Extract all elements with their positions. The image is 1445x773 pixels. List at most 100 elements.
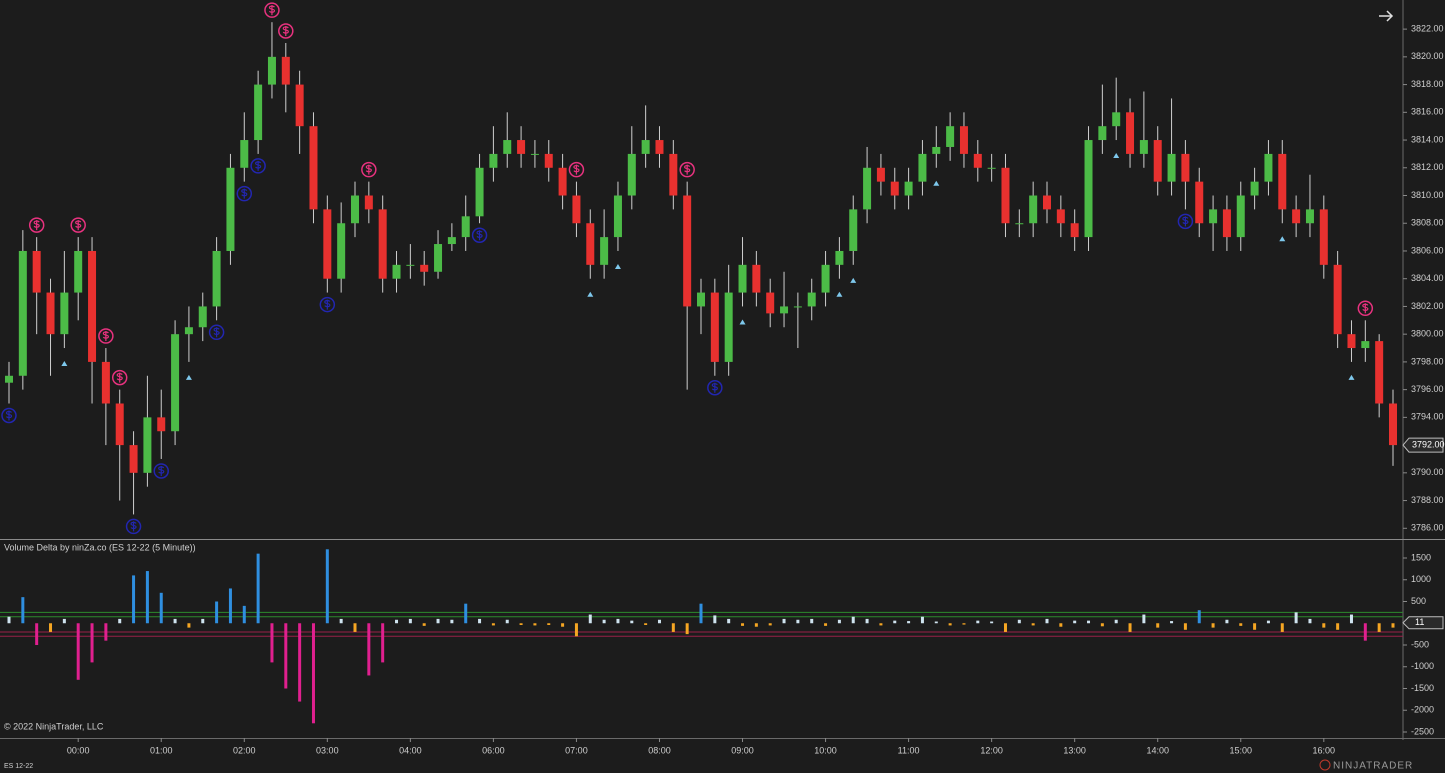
candle-body [5, 375, 13, 383]
candle-body [780, 306, 789, 314]
candle-body [613, 195, 622, 238]
signal-glyph [1362, 303, 1369, 314]
last-value-box [1402, 616, 1444, 630]
delta-bar [159, 592, 163, 624]
candle-body [18, 250, 27, 376]
delta-bar [616, 618, 620, 624]
candle-body [1139, 140, 1148, 154]
candle-body [157, 417, 166, 432]
y-tick-label: 3796.00 [1411, 384, 1444, 394]
candle-body [461, 216, 470, 238]
y-tick-label: 1500 [1411, 552, 1431, 562]
triangle-marker [739, 319, 746, 325]
candle-body [1153, 140, 1162, 182]
candle-body [309, 126, 318, 210]
delta-bar [311, 623, 315, 724]
candle-body [267, 56, 276, 85]
delta-bar [907, 621, 911, 624]
signal-glyph [116, 372, 123, 383]
candle-body [1250, 181, 1259, 196]
buy-signal [471, 227, 488, 243]
candle-body [793, 306, 802, 308]
candle-body [724, 292, 733, 362]
candle-body [946, 126, 955, 147]
delta-bar [547, 623, 551, 625]
delta-bar [1253, 623, 1257, 630]
delta-bar [561, 623, 565, 627]
candle-body [115, 403, 124, 446]
candle-body [558, 167, 567, 196]
candle-body [1209, 209, 1218, 224]
candle-body [904, 181, 913, 196]
signal-glyph [241, 188, 248, 199]
delta-bar [1336, 623, 1340, 630]
candle-body [586, 223, 595, 265]
delta-bar [630, 620, 634, 624]
sell-signal [278, 23, 294, 39]
x-tick-label: 08:00 [648, 745, 671, 755]
candle-body [683, 195, 692, 307]
delta-bar [298, 623, 302, 702]
signal-glyph [365, 164, 372, 175]
delta-bar [1266, 620, 1270, 624]
y-tick-label: 3822.00 [1411, 23, 1444, 33]
signal-circle [707, 380, 723, 396]
delta-bar [505, 619, 509, 624]
delta-bar [644, 623, 648, 625]
expand-arrow[interactable] [1379, 10, 1394, 22]
signal-glyph [573, 164, 580, 175]
candle-body [351, 195, 359, 224]
candle-body [876, 167, 885, 182]
last-price-box [1402, 437, 1444, 453]
delta-bar [76, 623, 80, 680]
delta-bar [1280, 623, 1284, 632]
candle-body [420, 264, 429, 272]
delta-bar [118, 618, 122, 624]
triangle-marker [836, 291, 843, 297]
candle-body [530, 153, 539, 155]
x-tick-label: 13:00 [1063, 745, 1086, 755]
delta-bar [934, 621, 938, 624]
candle-body [1305, 209, 1314, 224]
delta-bar [1363, 623, 1367, 641]
triangle-marker [587, 291, 594, 297]
sell-signal [28, 217, 45, 233]
candle-body [129, 445, 138, 473]
candle-body [240, 140, 249, 168]
delta-bar [976, 620, 980, 624]
delta-bar [464, 603, 468, 624]
buy-signal [319, 296, 336, 313]
candle-body [254, 84, 263, 141]
delta-bar [395, 619, 399, 624]
candle-body [973, 153, 982, 168]
sell-signal [70, 217, 86, 233]
y-tick-label: 3802.00 [1411, 301, 1444, 311]
delta-bar [450, 619, 454, 624]
candle-body [171, 334, 180, 432]
delta-bar [837, 619, 841, 624]
x-tick-label: 11:00 [898, 745, 920, 755]
signal-circle [250, 158, 266, 174]
triangle-marker [185, 374, 192, 380]
signal-circle [111, 369, 128, 386]
instrument-tab[interactable]: ES 12-22 [4, 763, 33, 770]
signal-circle [153, 463, 169, 479]
signal-circle [70, 217, 86, 233]
delta-bar [1059, 623, 1063, 627]
candle-body [641, 140, 650, 154]
delta-bar [699, 603, 703, 624]
last-value-label: 11 [1415, 617, 1424, 627]
x-tick-label: 15:00 [1229, 745, 1252, 755]
candle-body [1264, 153, 1273, 182]
signal-glyph [476, 230, 483, 241]
indicator-title: Volume Delta by ninZa.co (ES 12-22 (5 Mi… [4, 542, 196, 552]
candle-body [890, 181, 899, 196]
candle-body [1222, 209, 1231, 238]
delta-bar [1128, 623, 1132, 632]
sell-signal [679, 161, 695, 178]
delta-bar [1114, 619, 1118, 624]
candle-body [918, 153, 927, 182]
signal-circle [1177, 213, 1194, 230]
signal-circle [568, 161, 585, 178]
delta-bar [49, 623, 53, 632]
